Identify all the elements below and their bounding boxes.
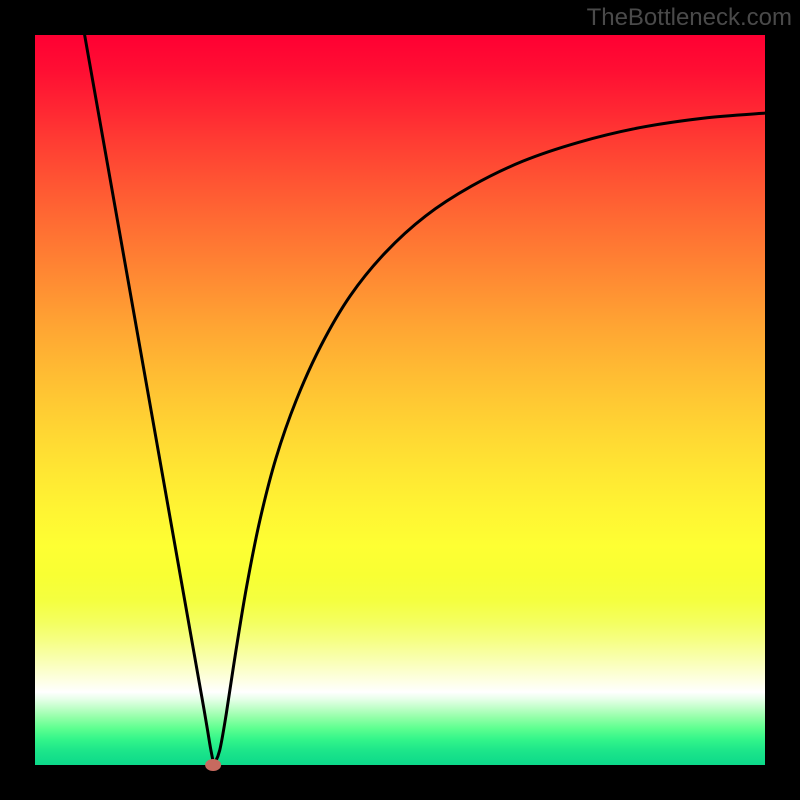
min-marker (205, 759, 221, 771)
plot-background (35, 35, 765, 765)
bottleneck-chart (0, 0, 800, 800)
chart-container: TheBottleneck.com (0, 0, 800, 800)
watermark-text: TheBottleneck.com (587, 4, 792, 32)
